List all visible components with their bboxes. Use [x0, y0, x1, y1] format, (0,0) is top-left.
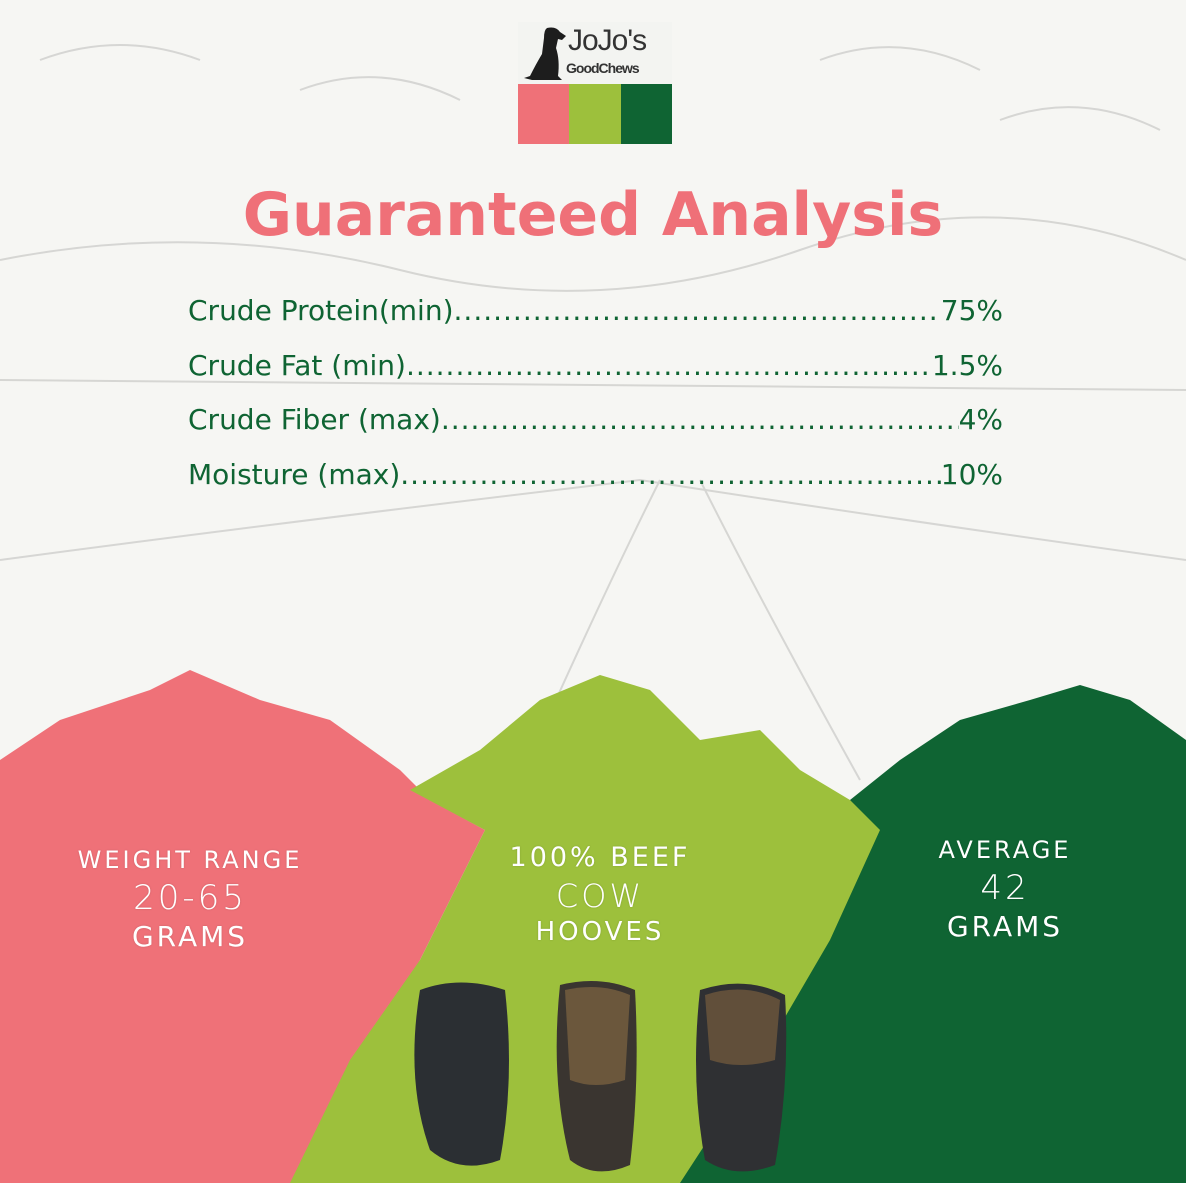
analysis-label: Crude Fat (min) — [188, 348, 406, 382]
swatch-light-green — [569, 84, 621, 144]
analysis-label: Moisture (max) — [188, 457, 401, 491]
dot-leader — [454, 294, 941, 327]
panel-line3: GRAMS — [131, 920, 249, 953]
panel-line3: GRAMS — [946, 910, 1064, 943]
panel-line2: 42 — [980, 868, 1030, 908]
swatch-dark-green — [620, 84, 672, 144]
panel-line3: HOOVES — [535, 917, 665, 947]
analysis-row: Moisture (max) 10% — [188, 458, 1003, 513]
analysis-label: Crude Fiber (max) — [188, 403, 441, 436]
brand-logo: JoJo's GoodChews — [518, 22, 672, 146]
analysis-row: Crude Protein(min) 75% — [188, 294, 1003, 349]
analysis-label: Crude Protein(min) — [188, 294, 454, 327]
analysis-list: Crude Protein(min) 75% Crude Fat (min) 1.5… — [188, 294, 1003, 512]
panel-line1: AVERAGE — [938, 836, 1072, 864]
analysis-value: 75% — [940, 294, 1003, 327]
dog-silhouette-icon — [524, 27, 566, 80]
logo-text-jojos: JoJo's — [568, 24, 647, 57]
analysis-value: 4% — [958, 403, 1003, 436]
panel-line1: WEIGHT RANGE — [77, 846, 303, 874]
average-weight-panel: AVERAGE 42 GRAMS — [875, 836, 1135, 943]
hoof-images — [414, 981, 787, 1172]
analysis-value: 10% — [940, 457, 1003, 491]
analysis-row: Crude Fiber (max) 4% — [188, 403, 1003, 458]
panel-line2: 20-65 — [133, 878, 247, 918]
swatch-pink — [518, 84, 570, 144]
material-panel: 100% BEEF COW HOOVES — [470, 842, 730, 947]
dot-leader — [406, 349, 932, 382]
panel-line2: COW — [555, 877, 645, 915]
brand-color-swatches — [518, 84, 672, 144]
panel-line1: 100% BEEF — [509, 842, 691, 873]
paint-stroke-dark-green — [680, 685, 1186, 1183]
page-title: Guaranteed Analysis — [242, 180, 944, 250]
analysis-value: 1.5% — [931, 348, 1003, 382]
dot-leader — [441, 403, 959, 436]
logo-text-goodchews: GoodChews — [566, 60, 640, 76]
analysis-row: Crude Fat (min) 1.5% — [188, 349, 1003, 404]
dot-leader — [400, 458, 941, 491]
weight-range-panel: WEIGHT RANGE 20-65 GRAMS — [60, 846, 320, 953]
